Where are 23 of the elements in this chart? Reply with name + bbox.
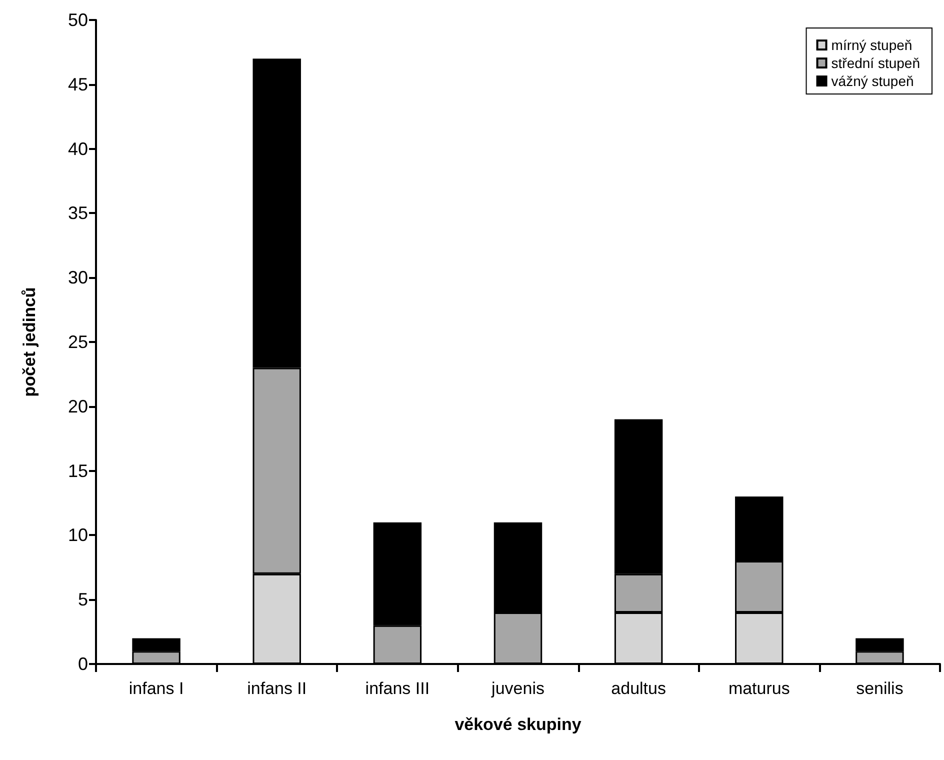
y-axis-title: počet jedinců (20, 287, 39, 397)
y-tick-label: 15 (68, 460, 88, 481)
y-tick-label: 35 (68, 203, 88, 224)
x-tick-label: infans II (247, 679, 307, 698)
legend-label: střední stupeň (831, 55, 920, 71)
y-tick-label: 20 (68, 396, 88, 416)
y-tick-label: 50 (68, 10, 88, 30)
x-tick-label: senilis (856, 679, 904, 698)
x-tick-label: infans III (365, 679, 430, 698)
x-tick-label: maturus (728, 679, 790, 698)
y-tick-label: 25 (68, 332, 88, 352)
legend-label: vážný stupeň (831, 73, 914, 89)
x-axis-title: věkové skupiny (454, 715, 582, 734)
y-tick-label: 5 (78, 590, 88, 610)
x-tick-label: juvenis (490, 679, 544, 698)
legend-label: mírný stupeň (831, 37, 912, 53)
y-tick-label: 45 (68, 74, 88, 94)
x-tick-label: adultus (611, 679, 666, 698)
y-tick-label: 40 (68, 138, 88, 159)
y-tick-label: 0 (78, 654, 88, 674)
y-tick-label: 10 (68, 525, 88, 546)
x-tick-label: infans I (128, 679, 184, 698)
y-tick-label: 30 (68, 268, 88, 288)
